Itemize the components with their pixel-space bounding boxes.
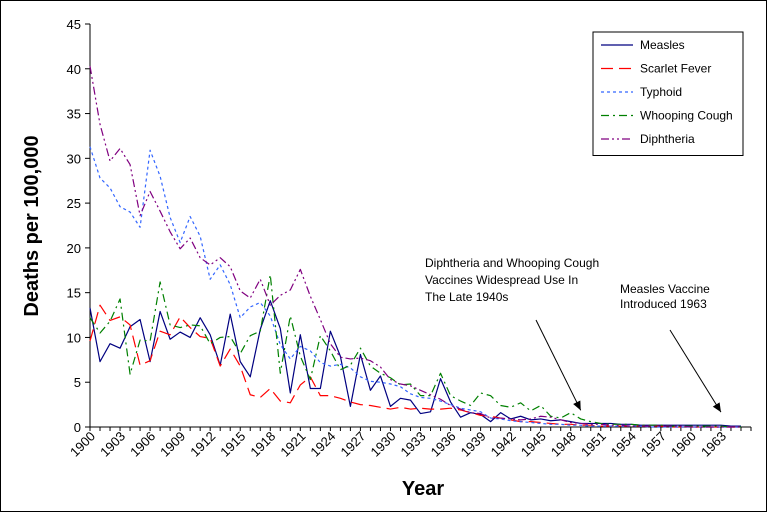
y-tick-label: 25 [67,196,81,211]
x-tick-label: 1900 [67,429,98,460]
series-line-measles [89,300,741,427]
x-tick-label: 1909 [157,429,188,460]
y-tick-label: 35 [67,107,81,122]
annotation-text: The Late 1940s [425,290,508,304]
annotation-layer: Diphtheria and Whooping Cough Vaccines Wi… [425,256,722,413]
y-tick-label: 20 [67,241,81,256]
x-tick-label: 1921 [277,429,308,460]
x-tick-label: 1948 [548,429,579,460]
x-tick-label: 1903 [97,429,128,460]
annotation-text: Vaccines Widespread Use In [425,273,578,287]
x-tick-label: 1960 [668,429,699,460]
legend-label: Scarlet Fever [640,62,711,76]
x-tick-label: 1915 [217,429,248,460]
legend-label: Typhoid [640,85,682,99]
annotation-text: Introduced 1963 [620,297,707,311]
x-tick-label: 1927 [337,429,368,460]
y-tick-label: 15 [67,286,81,301]
series-line-scarlet-fever [89,304,741,428]
x-tick-label: 1963 [698,429,729,460]
legend-label: Whooping Cough [640,109,733,123]
y-axis-title: Deaths per 100,000 [21,135,43,316]
x-tick-label: 1945 [518,429,549,460]
annotation-text: Measles Vaccine [620,282,710,296]
annotation-text: Diphtheria and Whooping Cough [425,256,599,270]
y-tick-label: 5 [74,375,81,390]
x-tick-label: 1939 [458,429,489,460]
x-tick-label: 1942 [488,429,519,460]
x-tick-label: 1918 [247,429,278,460]
series-line-typhoid [89,146,741,428]
y-tick-label: 40 [67,62,81,77]
legend-label: Diphtheria [640,132,695,146]
x-tick-label: 1930 [368,429,399,460]
y-tick-label: 30 [67,151,81,166]
series-layer [89,65,741,428]
x-tick-label: 1957 [638,429,669,460]
annotation-arrowhead [712,402,721,413]
annotation-arrow [669,329,722,413]
x-tick-label: 1933 [398,429,429,460]
series-line-whooping-cough [89,274,741,428]
x-tick-label: 1951 [578,429,609,460]
y-tick-label: 45 [67,17,81,32]
x-axis-title: Year [402,478,444,500]
x-tick-label: 1906 [127,429,158,460]
x-tick-label: 1912 [187,429,218,460]
annotation-arrowhead [573,400,581,411]
legend-box [592,31,744,156]
annotation-arrow [535,319,582,411]
y-tick-label: 10 [67,330,81,345]
series-line-diphtheria [89,65,741,428]
x-tick-label: 1924 [307,429,338,460]
x-tick-label: 1936 [428,429,459,460]
legend: Measles Scarlet Fever Typhoid Whooping Coug… [592,31,744,156]
legend-label: Measles [640,38,685,52]
y-tick-label: 0 [74,420,81,435]
x-tick-label: 1954 [608,429,639,460]
